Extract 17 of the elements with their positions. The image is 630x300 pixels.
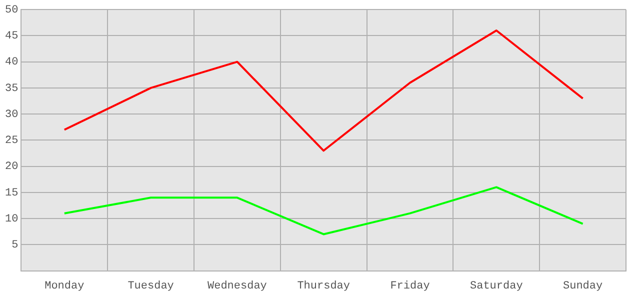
y-tick-label: 10 <box>5 213 18 226</box>
x-tick-label: Saturday <box>470 280 524 292</box>
x-tick-label: Thursday <box>297 280 350 292</box>
y-tick-label: 15 <box>5 187 18 200</box>
y-tick-label: 50 <box>5 4 18 17</box>
x-tick-label: Tuesday <box>128 280 174 292</box>
y-tick-label: 20 <box>5 161 18 174</box>
y-tick-label: 25 <box>5 135 18 148</box>
y-tick-label: 5 <box>12 240 18 252</box>
y-tick-label: 35 <box>5 82 18 95</box>
x-tick-label: Friday <box>390 280 430 292</box>
y-tick-label: 40 <box>5 56 18 69</box>
x-tick-label: Wednesday <box>207 280 268 292</box>
y-tick-label: 45 <box>5 30 18 43</box>
y-tick-label: 30 <box>5 108 18 121</box>
x-tick-label: Monday <box>44 280 85 292</box>
x-tick-label: Sunday <box>562 280 603 292</box>
